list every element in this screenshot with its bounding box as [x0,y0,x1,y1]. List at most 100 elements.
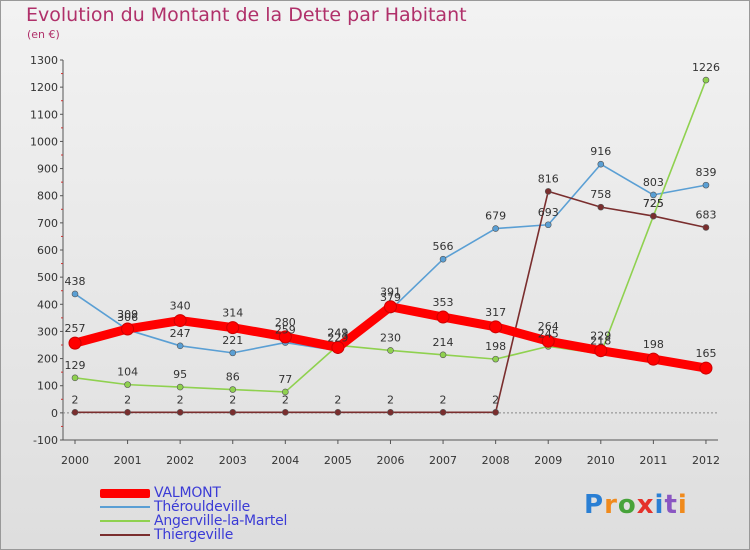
data-point-valmont [121,322,135,336]
x-tick-label: 2001 [114,454,142,467]
y-tick-label: 400 [37,298,58,311]
y-tick-label: 1300 [30,54,58,67]
y-tick-label: 300 [37,325,58,338]
y-tick-label: 100 [37,380,58,393]
data-label-angerville-la-martel: 249 [327,326,348,339]
data-point-valmont [489,320,503,334]
data-point-valmont [383,300,397,314]
data-label-angerville-la-martel: 245 [538,327,559,340]
data-label-angerville-la-martel: 230 [380,331,401,344]
data-point-thiergeville [439,409,447,416]
data-label-thiergeville: 2 [229,393,236,406]
data-point-angerville-la-martel [387,347,394,354]
data-point-valmont [68,336,82,350]
data-label-valmont: 314 [222,307,243,320]
data-point-angerville-la-martel [492,355,499,363]
data-point-th-rouldeville [71,290,79,298]
data-label-thiergeville: 2 [124,393,131,406]
data-label-thiergeville: 2 [177,393,184,406]
data-labels: 438 306 247 221 259 229 379 566 679 693 916 803 839 1… [65,61,720,406]
data-label-angerville-la-martel: 95 [173,368,187,381]
data-point-angerville-la-martel [282,388,289,396]
series-line-angerville-la-martel [74,79,707,393]
data-label-th-rouldeville: 803 [643,176,664,189]
x-tick-label: 2002 [166,454,194,467]
data-label-thiergeville: 2 [282,393,289,406]
data-label-valmont: 241 [327,326,348,339]
legend-item-angerville: Angerville-la-Martel [100,514,287,528]
data-label-valmont: 340 [170,300,191,313]
axes: -100 0 100 200 300 400 500 600 700 800 900 1000 1100… [30,54,720,467]
data-point-thiergeville [650,212,657,220]
data-point-thiergeville [597,203,605,211]
logo-letter: x [636,490,655,520]
data-point-thiergeville [334,409,342,416]
data-point-valmont [331,340,345,354]
data-label-thiergeville: 2 [492,393,499,406]
data-point-thiergeville [387,409,394,416]
data-label-th-rouldeville: 379 [380,291,401,304]
data-point-thiergeville [229,409,237,416]
data-label-angerville-la-martel: 129 [65,359,86,372]
data-point-thiergeville [544,188,552,195]
data-label-thiergeville: 2 [387,393,394,406]
legend-item-thiergeville: Thiergeville [100,528,287,542]
legend-label-therouldeville: Thérouldeville [154,499,251,515]
data-point-angerville-la-martel [702,76,710,84]
data-point-thiergeville [702,224,710,231]
data-label-th-rouldeville: 916 [590,145,611,158]
data-label-angerville-la-martel: 725 [643,197,664,210]
data-label-angerville-la-martel: 218 [590,335,611,348]
data-label-th-rouldeville: 693 [538,206,559,219]
logo-letter: o [617,490,637,520]
legend-label-valmont: VALMONT [154,485,221,501]
data-label-th-rouldeville: 839 [695,166,716,179]
x-tick-label: 2007 [429,454,457,467]
data-point-th-rouldeville [650,191,657,199]
chart-subtitle: (en €) [27,28,60,41]
series-points [68,76,713,416]
data-point-angerville-la-martel [176,383,184,391]
data-label-angerville-la-martel: 1226 [692,61,720,74]
data-label-valmont: 229 [590,330,611,343]
data-label-valmont: 317 [485,306,506,319]
data-point-th-rouldeville [492,225,499,232]
data-label-thiergeville: 816 [538,172,559,185]
data-point-valmont [278,330,292,344]
logo-letter: i [677,490,688,520]
data-label-valmont: 391 [380,286,401,299]
data-label-th-rouldeville: 679 [485,210,506,223]
data-label-valmont: 198 [643,338,664,351]
x-tick-label: 2004 [271,454,299,467]
data-point-th-rouldeville [176,342,184,350]
data-label-valmont: 353 [433,296,454,309]
data-point-valmont [173,314,187,328]
data-point-th-rouldeville [439,255,447,263]
data-point-valmont [646,352,660,366]
data-point-valmont [541,334,555,348]
series-lines [70,79,711,414]
data-label-th-rouldeville: 259 [275,324,296,337]
x-tick-label: 2003 [219,454,247,467]
data-label-thiergeville: 683 [695,208,716,221]
y-tick-label: 0 [51,407,58,420]
data-label-valmont: 280 [275,316,296,329]
data-label-th-rouldeville: 247 [170,327,191,340]
data-label-valmont: 264 [538,320,559,333]
y-tick-label: 1200 [30,81,58,94]
legend-swatch-valmont [100,488,150,498]
y-tick-label: 1000 [30,135,58,148]
data-point-th-rouldeville [229,349,237,357]
data-label-thiergeville: 2 [72,393,79,406]
data-point-thiergeville [71,409,79,416]
logo-letter: P [584,490,605,520]
data-point-valmont [436,310,450,324]
data-label-angerville-la-martel: 86 [226,371,240,384]
data-point-thiergeville [282,409,289,416]
data-label-th-rouldeville: 566 [433,240,454,253]
data-label-thiergeville: 2 [334,393,341,406]
logo-letter: t [664,490,678,520]
x-tick-label: 2000 [61,454,89,467]
data-point-angerville-la-martel [71,374,79,382]
